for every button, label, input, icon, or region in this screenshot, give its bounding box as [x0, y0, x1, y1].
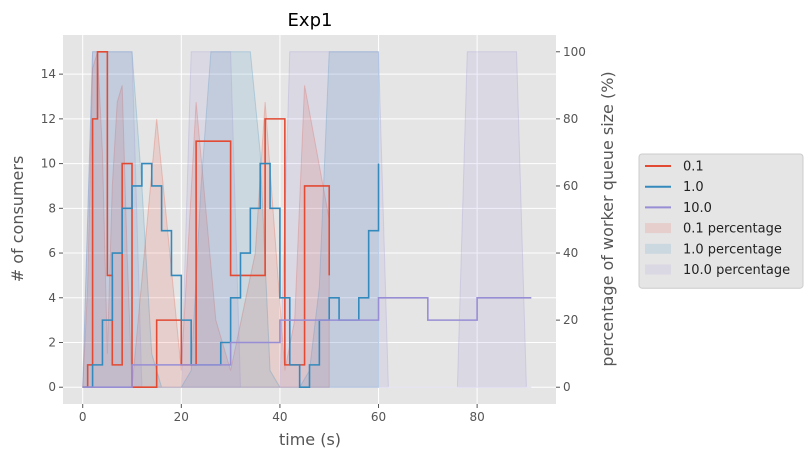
y-tick-label: 6: [48, 246, 56, 260]
legend-swatch-patch: [645, 223, 671, 234]
y2-tick-label: 80: [563, 112, 578, 126]
y-tick-label: 2: [48, 336, 56, 350]
y-tick-label: 4: [48, 291, 56, 305]
y-tick-label: 14: [41, 67, 56, 81]
x-tick-label: 20: [174, 410, 189, 424]
y2-tick-label: 20: [563, 313, 578, 327]
series-line-0-1: [82, 50, 331, 389]
chart-title: Exp1: [288, 10, 333, 31]
legend: 0.1 1.0 10.0 0.1 percentage 1.0 percentage 10…: [638, 153, 804, 289]
y2-tick-label: 60: [563, 179, 578, 193]
x-tick-label: 0: [79, 410, 87, 424]
y-tick-label: 10: [41, 157, 56, 171]
legend-label: 0.1: [683, 160, 704, 175]
y-tick-label: 0: [48, 380, 56, 394]
y-tick-label: 8: [48, 201, 56, 215]
series-line-10-0: [82, 296, 532, 389]
x-tick-label: 80: [469, 410, 484, 424]
legend-swatch-patch: [645, 264, 671, 275]
legend-label: 1.0: [683, 180, 704, 195]
x-tick-label: 40: [272, 410, 287, 424]
legend-label: 1.0 percentage: [683, 242, 782, 257]
x-tick-label: 60: [371, 410, 386, 424]
y-axis-label: # of consumers: [8, 156, 27, 283]
series-line-1-0: [82, 162, 380, 389]
ticks: 0 20 40 60 80 0 2 4 6 8 10 12 14 0 20 40 60 80 100: [41, 45, 586, 424]
line-series: [82, 50, 532, 389]
legend-label: 0.1 percentage: [683, 222, 782, 237]
y2-axis-label: percentage of worker queue size (%): [598, 71, 617, 366]
legend-label: 10.0 percentage: [683, 263, 790, 278]
y-tick-label: 12: [41, 112, 56, 126]
legend-box: [638, 153, 804, 289]
x-axis-label: time (s): [279, 430, 341, 449]
y2-tick-label: 100: [563, 45, 586, 59]
legend-label: 10.0: [683, 201, 712, 216]
y2-tick-label: 0: [563, 380, 571, 394]
y2-tick-label: 40: [563, 246, 578, 260]
legend-swatch-patch: [645, 243, 671, 254]
area-0-1-percentage: [82, 51, 330, 388]
